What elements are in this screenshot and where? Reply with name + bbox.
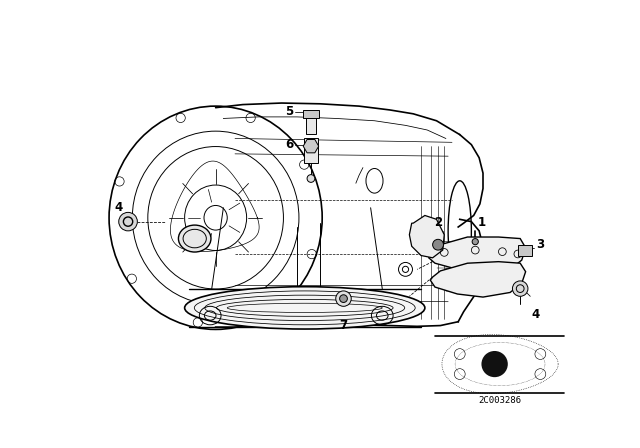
Text: 4: 4 [532, 308, 540, 321]
Text: 7: 7 [339, 319, 348, 332]
Text: 2: 2 [434, 216, 442, 229]
Text: 5: 5 [285, 105, 293, 118]
Circle shape [481, 351, 508, 377]
Text: 3: 3 [536, 238, 544, 251]
Circle shape [513, 281, 528, 296]
Text: 4: 4 [115, 201, 123, 214]
Circle shape [336, 291, 351, 306]
Text: 2C003286: 2C003286 [479, 396, 522, 405]
Polygon shape [430, 262, 525, 297]
Polygon shape [410, 215, 444, 258]
FancyBboxPatch shape [303, 110, 319, 118]
Circle shape [119, 212, 138, 231]
Ellipse shape [179, 225, 211, 252]
FancyBboxPatch shape [305, 117, 316, 134]
Text: 6: 6 [285, 138, 293, 151]
Circle shape [433, 239, 444, 250]
FancyBboxPatch shape [304, 138, 318, 163]
Polygon shape [429, 237, 525, 273]
Text: 1: 1 [477, 216, 486, 229]
Ellipse shape [184, 287, 425, 329]
Circle shape [340, 295, 348, 302]
FancyBboxPatch shape [518, 245, 532, 255]
Circle shape [472, 238, 478, 245]
Circle shape [307, 175, 315, 182]
